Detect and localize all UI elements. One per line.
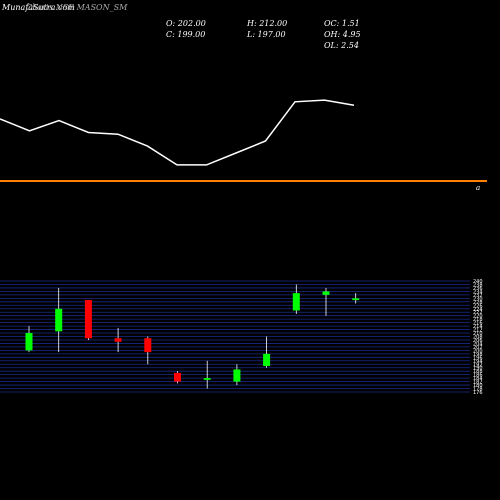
candles: [25, 284, 360, 389]
tick-label: 180: [473, 383, 483, 389]
tick-label: 216: [473, 321, 483, 327]
tick-label: 206: [473, 338, 483, 344]
stat-low: L: 197.00: [247, 30, 286, 39]
stat-open: O: 202.00: [166, 19, 206, 28]
tick-label: 188: [473, 369, 483, 375]
tick-label: 210: [473, 331, 483, 337]
candle-body: [114, 338, 122, 342]
chart-title: Charts NSE MASON_SM: [26, 3, 128, 12]
tick-label: 238: [473, 282, 483, 288]
candle-body: [25, 333, 33, 351]
tick-label: 208: [473, 335, 483, 341]
stat-ol: OL: 2.54: [324, 41, 359, 50]
tick-label: 190: [473, 366, 483, 372]
candle-body: [352, 298, 360, 301]
tick-label: 226: [473, 303, 483, 309]
tick-label: 218: [473, 317, 483, 323]
tick-label: 214: [473, 324, 483, 330]
grid-lines: [0, 280, 470, 393]
tick-label: 198: [473, 352, 483, 358]
tick-label: 192: [473, 362, 483, 368]
tick-label: 236: [473, 286, 483, 292]
tick-label: 220: [473, 314, 483, 320]
tick-label: 228: [473, 300, 483, 306]
tick-label: 224: [473, 307, 483, 313]
price-axis-ticks: 1761781801821841861881901921941961982002…: [473, 279, 483, 396]
tick-label: 200: [473, 348, 483, 354]
upper-indicator-panel: [0, 99, 355, 166]
candle-body: [263, 353, 271, 366]
tick-label: 184: [473, 376, 483, 382]
candle-body: [55, 308, 63, 332]
candle-body: [144, 338, 152, 353]
tick-label: 186: [473, 373, 483, 379]
tick-label: 204: [473, 341, 483, 347]
brand-label: MunafaSutra.com: [2, 3, 75, 12]
candle-body: [84, 300, 92, 339]
tick-label: 194: [473, 359, 483, 365]
tick-label: 212: [473, 328, 483, 334]
indicator-line: [0, 99, 355, 166]
candle-body: [203, 378, 211, 380]
tick-label: 240: [473, 279, 483, 285]
tick-label: 222: [473, 310, 483, 316]
tick-label: 230: [473, 296, 483, 302]
tick-label: 182: [473, 380, 483, 386]
candle-body: [322, 291, 330, 295]
candle-body: [292, 293, 300, 311]
tick-label: 196: [473, 355, 483, 361]
tick-label: 234: [473, 289, 483, 295]
tick-label: 202: [473, 345, 483, 351]
tick-label: 232: [473, 293, 483, 299]
stat-oc: OC: 1.51: [324, 19, 360, 28]
stat-high: H: 212.00: [247, 19, 288, 28]
stat-close: C: 199.00: [166, 30, 206, 39]
section-label: a: [476, 184, 481, 192]
tick-label: 178: [473, 387, 483, 393]
tick-label: 176: [473, 390, 483, 396]
candle-body: [233, 369, 241, 382]
candle-body: [174, 372, 181, 382]
stat-oh: OH: 4.95: [324, 30, 361, 39]
